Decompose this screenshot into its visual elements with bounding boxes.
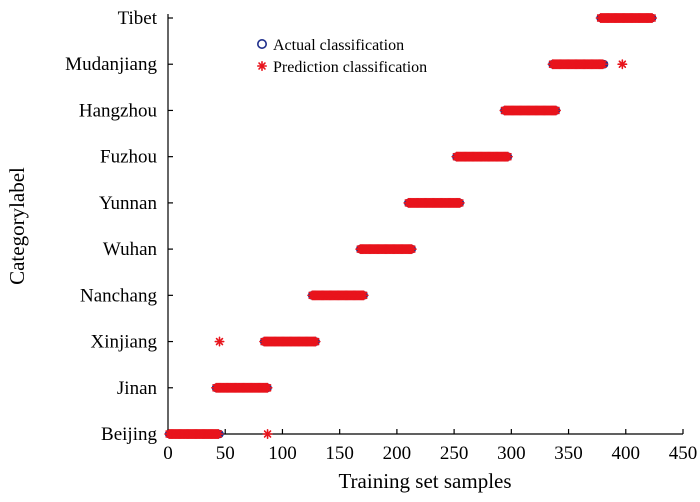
prediction-point <box>550 105 561 116</box>
prediction-point <box>406 244 417 255</box>
prediction-series-group <box>164 428 224 440</box>
legend-prediction-marker <box>256 60 268 71</box>
y-axis-title: Categorylabel <box>5 167 29 285</box>
x-tick-label: 50 <box>216 443 235 464</box>
plot-frame <box>167 14 683 435</box>
x-tick-label: 100 <box>268 443 297 464</box>
prediction-point <box>454 197 465 208</box>
prediction-series-group <box>307 290 369 301</box>
prediction-series-group <box>355 244 417 255</box>
prediction-series-group <box>595 13 658 24</box>
prediction-outlier-point <box>214 336 225 347</box>
prediction-series-group <box>211 382 273 393</box>
y-tick-label: Jinan <box>117 378 158 399</box>
prediction-series-group <box>403 197 465 208</box>
prediction-point <box>310 336 321 347</box>
x-tick-label: 150 <box>325 443 354 464</box>
prediction-point <box>358 290 369 301</box>
y-tick-label: Tibet <box>118 8 158 29</box>
prediction-series-group <box>547 59 608 70</box>
y-tick-label: Hangzhou <box>79 100 158 121</box>
y-tick-label: Beijing <box>101 424 157 445</box>
prediction-point <box>502 151 513 162</box>
prediction-outlier-point <box>262 428 273 440</box>
x-tick-label: 300 <box>497 443 526 464</box>
legend-asterisk <box>256 60 268 71</box>
y-tick-label: Yunnan <box>99 193 158 214</box>
prediction-point <box>647 13 658 24</box>
legend-prediction-label: Prediction classification <box>273 59 427 76</box>
prediction-point <box>597 59 608 70</box>
prediction-outlier-point <box>617 59 628 70</box>
prediction-point <box>213 428 224 440</box>
legend: Actual classification Prediction classif… <box>256 37 427 76</box>
y-tick-label: Xinjiang <box>91 332 158 353</box>
prediction-series-group <box>259 336 321 347</box>
y-tick-label: Fuzhou <box>100 147 158 168</box>
prediction-series-group <box>499 105 561 116</box>
x-axis-ticks: 0 50 100 150 200 250 300 350 400 450 <box>163 429 697 464</box>
x-tick-label: 0 <box>163 443 173 464</box>
x-tick-label: 400 <box>612 443 641 464</box>
prediction-series-group <box>451 151 513 162</box>
y-tick-label: Nanchang <box>80 285 158 306</box>
x-tick-label: 200 <box>383 443 412 464</box>
x-axis-title: Training set samples <box>338 469 511 493</box>
y-axis-ticks: Beijing Jinan Xinjiang Nanchang Wuhan Yunnan F… <box>65 8 173 445</box>
x-tick-label: 450 <box>669 443 698 464</box>
x-tick-label: 350 <box>554 443 583 464</box>
data-layer <box>164 13 658 440</box>
y-tick-label: Wuhan <box>103 239 158 260</box>
prediction-point <box>262 382 273 393</box>
y-tick-label: Mudanjiang <box>65 54 157 75</box>
legend-actual-marker <box>256 38 267 49</box>
legend-actual-label: Actual classification <box>273 37 404 54</box>
x-tick-label: 250 <box>440 443 469 464</box>
